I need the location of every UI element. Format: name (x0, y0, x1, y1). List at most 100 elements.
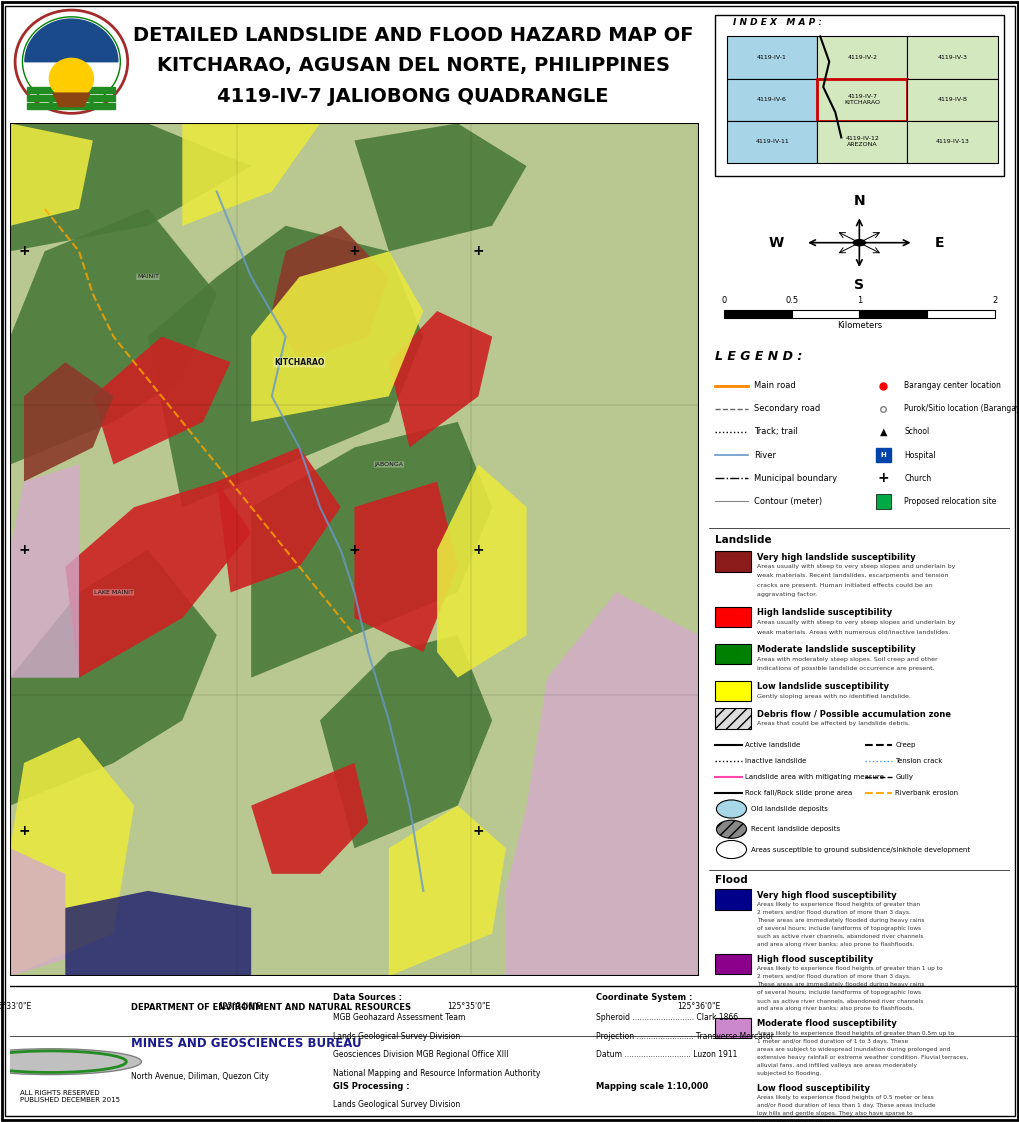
Text: extensive heavy rainfall or extreme weather condition. Fluvial terraces,: extensive heavy rainfall or extreme weat… (756, 1055, 967, 1059)
Text: Areas likely to experience flood heights of greater than 0.5m up to: Areas likely to experience flood heights… (756, 1031, 953, 1036)
Text: 4119-IV-6: 4119-IV-6 (756, 98, 787, 102)
Text: Coordinate System :: Coordinate System : (595, 993, 692, 1002)
Text: Lands Geological Survey Division: Lands Geological Survey Division (333, 1031, 461, 1040)
Bar (714, 644, 750, 664)
Text: 2: 2 (991, 296, 997, 305)
Text: Moderate flood susceptibility: Moderate flood susceptibility (756, 1020, 896, 1029)
Text: 4119-IV-8: 4119-IV-8 (936, 98, 967, 102)
Polygon shape (251, 422, 491, 678)
Text: areas are subject to widespread inundation during prolonged and: areas are subject to widespread inundati… (756, 1047, 950, 1051)
Polygon shape (93, 337, 230, 465)
Polygon shape (10, 848, 65, 976)
Bar (714, 890, 750, 910)
Text: Areas usually with steep to very steep slopes and underlain by: Areas usually with steep to very steep s… (756, 564, 955, 569)
Text: Main road: Main road (753, 381, 795, 390)
Text: 4119-IV-2: 4119-IV-2 (847, 55, 876, 59)
Text: MAINIT: MAINIT (137, 275, 159, 279)
Text: Active landslide: Active landslide (744, 743, 800, 748)
Text: +: + (472, 543, 484, 557)
Ellipse shape (715, 840, 746, 858)
Text: 4119-IV-7
KITCHARAO: 4119-IV-7 KITCHARAO (844, 94, 879, 105)
Text: Landslide area with mitigating measure: Landslide area with mitigating measure (744, 774, 883, 780)
Text: +: + (18, 543, 30, 557)
Text: Gently sloping areas with no identified landslide.: Gently sloping areas with no identified … (756, 693, 910, 699)
Text: MINES AND GEOSCIENCES BUREAU: MINES AND GEOSCIENCES BUREAU (131, 1037, 362, 1049)
Text: subjected to flooding.: subjected to flooding. (756, 1070, 820, 1076)
Polygon shape (10, 550, 216, 806)
Text: N: N (853, 194, 864, 208)
Text: Low landslide susceptibility: Low landslide susceptibility (756, 682, 889, 691)
Text: Contour (meter): Contour (meter) (753, 497, 821, 506)
Text: School: School (904, 427, 929, 436)
Text: These areas are immediately flooded during heavy rains: These areas are immediately flooded duri… (756, 918, 923, 923)
Text: Creep: Creep (895, 743, 915, 748)
Text: of several hours; include landforms of topographic lows: of several hours; include landforms of t… (756, 991, 920, 995)
Text: Rock fall/Rock slide prone area: Rock fall/Rock slide prone area (744, 790, 852, 797)
Text: aggravating factor.: aggravating factor. (756, 592, 816, 597)
Bar (28, 102, 115, 109)
Bar (714, 1083, 750, 1103)
Text: Track; trail: Track; trail (753, 427, 797, 436)
Text: +: + (472, 825, 484, 838)
Bar (714, 551, 750, 571)
Text: +: + (18, 245, 30, 258)
Text: alluvial fans, and infilled valleys are areas moderately: alluvial fans, and infilled valleys are … (756, 1063, 916, 1068)
Text: KITCHARAO, AGUSAN DEL NORTE, PHILIPPINES: KITCHARAO, AGUSAN DEL NORTE, PHILIPPINES (157, 56, 668, 75)
Text: 125°35'0"E: 125°35'0"E (447, 1002, 490, 1011)
Text: +: + (18, 825, 30, 838)
Circle shape (853, 240, 864, 246)
Text: GIS Processing :: GIS Processing : (333, 1082, 410, 1091)
Text: Geosciences Division MGB Regional Office XIII: Geosciences Division MGB Regional Office… (333, 1050, 508, 1059)
Polygon shape (251, 251, 423, 422)
Text: Proposed relocation site: Proposed relocation site (904, 497, 996, 506)
Text: Areas with moderately steep slopes. Soil creep and other: Areas with moderately steep slopes. Soil… (756, 656, 936, 662)
Text: 4119-IV-11: 4119-IV-11 (754, 139, 788, 144)
Bar (727, 79, 816, 121)
Text: H: H (879, 452, 886, 458)
Bar (859, 310, 926, 319)
Bar (28, 88, 115, 93)
Text: I N D E X   M A P :: I N D E X M A P : (733, 18, 821, 27)
Text: Flood: Flood (714, 875, 747, 885)
Polygon shape (10, 465, 79, 678)
Text: and/or flood duration of less than 1 day. These areas include: and/or flood duration of less than 1 day… (756, 1103, 934, 1109)
Bar (875, 494, 890, 508)
Text: 1 meter and/or flood duration of 1 to 3 days. These: 1 meter and/or flood duration of 1 to 3 … (756, 1039, 907, 1043)
Text: 2 meters and/or flood duration of more than 3 days.: 2 meters and/or flood duration of more t… (756, 974, 910, 980)
Text: 4119-IV-7 JALIOBONG QUADRANGLE: 4119-IV-7 JALIOBONG QUADRANGLE (217, 88, 608, 107)
Text: such as active river channels, abandoned river channels: such as active river channels, abandoned… (756, 999, 922, 1003)
Ellipse shape (715, 820, 746, 838)
Text: Gully: Gully (895, 774, 913, 780)
Text: DETAILED LANDSLIDE AND FLOOD HAZARD MAP OF: DETAILED LANDSLIDE AND FLOOD HAZARD MAP … (132, 26, 693, 45)
Text: weak materials. Areas with numerous old/inactive landslides.: weak materials. Areas with numerous old/… (756, 629, 950, 634)
Bar (816, 36, 907, 79)
Polygon shape (388, 806, 505, 976)
Text: and area along river banks; also prone to flashfloods.: and area along river banks; also prone t… (756, 941, 913, 947)
Bar (727, 121, 816, 163)
Bar (907, 36, 997, 79)
Polygon shape (355, 123, 526, 251)
Text: +: + (472, 245, 484, 258)
Text: 125°34'0"E: 125°34'0"E (218, 1002, 261, 1011)
Polygon shape (388, 311, 491, 448)
Text: Lands Geological Survey Division: Lands Geological Survey Division (333, 1101, 461, 1110)
Text: 4119-IV-1: 4119-IV-1 (756, 55, 787, 59)
Text: moderate drainage density.: moderate drainage density. (756, 1119, 838, 1122)
Text: Purok/Sitio location (Barangay): Purok/Sitio location (Barangay) (904, 404, 1019, 413)
Polygon shape (10, 737, 135, 976)
Text: S: S (854, 277, 863, 292)
Polygon shape (10, 123, 93, 226)
Bar (28, 95, 115, 101)
Polygon shape (355, 481, 458, 652)
Text: +: + (348, 245, 360, 258)
Bar (714, 954, 750, 974)
Polygon shape (437, 465, 526, 678)
Text: Very high landslide susceptibility: Very high landslide susceptibility (756, 553, 915, 562)
Polygon shape (216, 448, 340, 592)
Text: Barangay center location: Barangay center location (904, 381, 1001, 390)
Polygon shape (148, 226, 423, 507)
Bar (723, 310, 791, 319)
Text: and area along river banks; also prone to flashfloods.: and area along river banks; also prone t… (756, 1006, 913, 1011)
Text: +: + (348, 543, 360, 557)
Polygon shape (251, 763, 368, 874)
